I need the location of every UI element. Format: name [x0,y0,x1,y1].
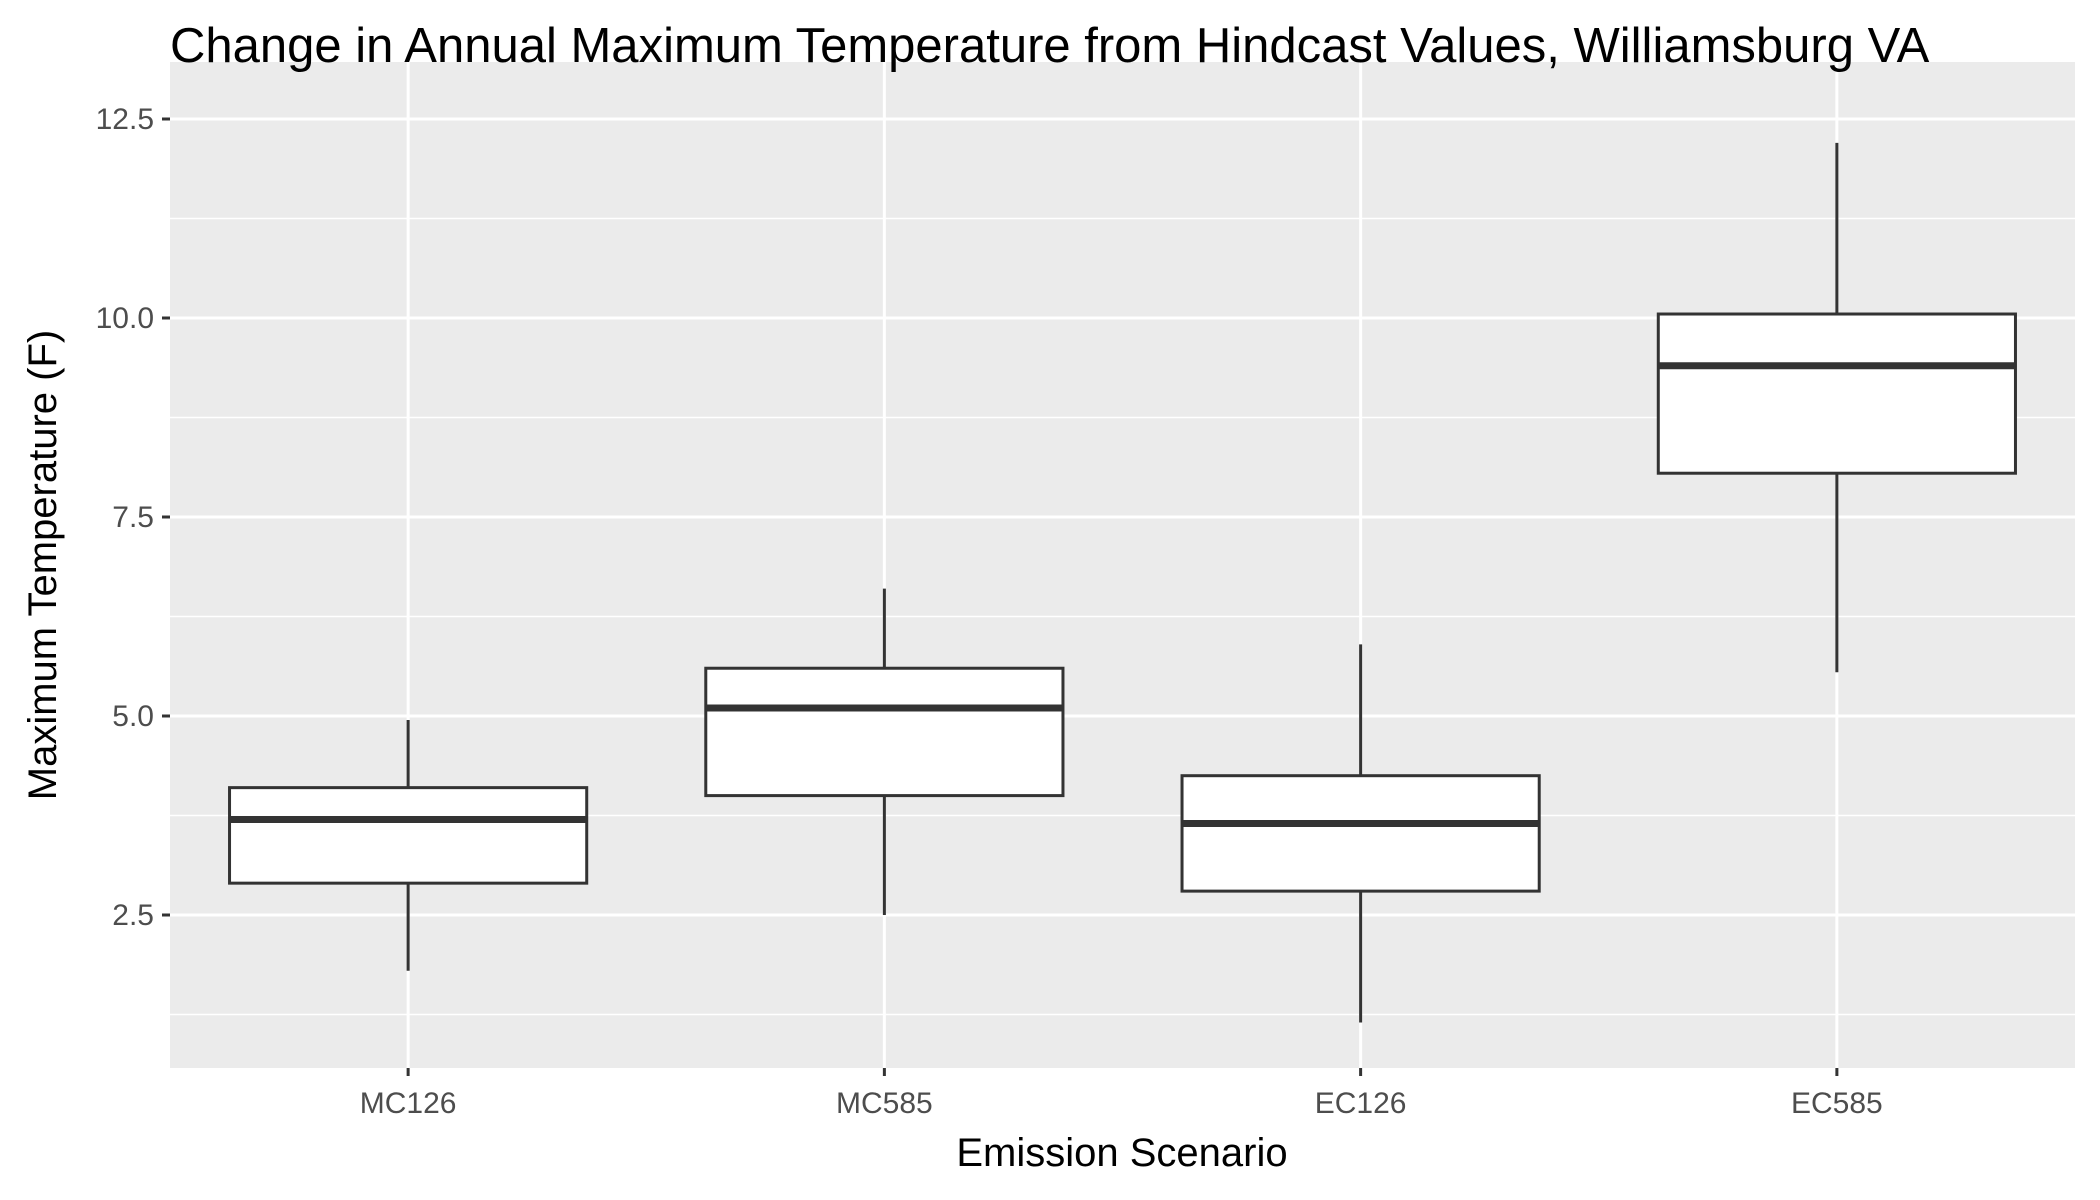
plot-panel [170,62,2075,1068]
y-axis-title: Maximum Temperature (F) [21,330,65,800]
box-mc585 [704,588,1065,915]
y-tick-label: 5.0 [112,700,154,733]
y-tick-label: 7.5 [112,501,154,534]
box-ec585 [1656,142,2017,673]
y-tick-label: 10.0 [96,302,154,335]
box-body [1656,312,2017,475]
x-axis-title: Emission Scenario [956,1131,1287,1175]
box-ec126 [1180,644,1541,1023]
axes-layer: 2.5 5.0 7.5 10.0 12.5 MC126 MC585 EC126 EC585 [96,103,1883,1120]
x-tick-label: EC126 [1315,1087,1407,1120]
box-body [228,786,589,885]
x-tick-label: MC126 [360,1087,457,1120]
box-body [704,666,1065,798]
box-body [1180,774,1541,893]
box-mc126 [228,719,589,971]
boxes-layer [228,142,2017,1023]
x-tick-label: EC585 [1791,1087,1883,1120]
y-tick-label: 2.5 [112,899,154,932]
x-tick-label: MC585 [836,1087,933,1120]
y-tick-label: 12.5 [96,103,154,136]
chart-title: Change in Annual Maximum Temperature fro… [170,19,1930,73]
